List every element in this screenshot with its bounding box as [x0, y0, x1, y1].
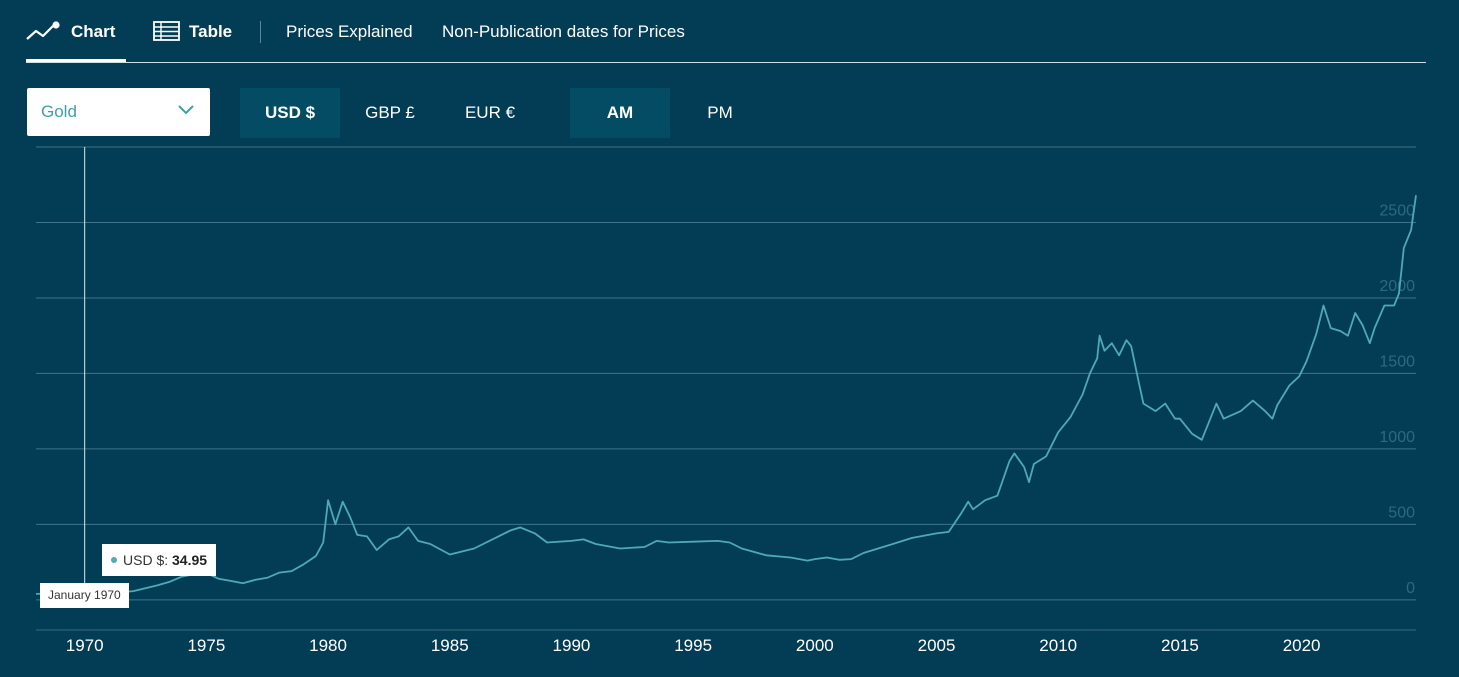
x-tick-label: 2005 — [918, 636, 956, 655]
tooltip-series-label: USD $: — [123, 552, 169, 568]
value-tooltip: USD $: 34.95 — [102, 544, 217, 576]
x-tick-label: 1980 — [309, 636, 347, 655]
chevron-down-icon — [178, 105, 194, 115]
x-tick-label: 1985 — [431, 636, 469, 655]
x-tick-label: 2015 — [1161, 636, 1199, 655]
x-tick-label: 1975 — [187, 636, 225, 655]
tab-chart[interactable]: Chart — [26, 21, 115, 43]
y-tick-label: 2000 — [1379, 278, 1415, 295]
y-tick-label: 1500 — [1379, 353, 1415, 370]
x-tick-label: 2020 — [1283, 636, 1321, 655]
currency-usd-button[interactable]: USD $ — [240, 88, 340, 138]
tab-chart-label: Chart — [71, 22, 116, 41]
tab-table[interactable]: Table — [153, 21, 232, 43]
x-axis: 1970 1975 1980 1985 1990 1995 2000 2005 2010 2015… — [66, 636, 1321, 655]
tooltip-date: January 1970 — [40, 583, 129, 608]
y-tick-label: 0 — [1406, 580, 1415, 597]
tab-table-label: Table — [189, 22, 233, 41]
top-navigation: Chart Table Prices Explained Non-Publica… — [26, 0, 1426, 63]
y-tick-label: 500 — [1388, 504, 1415, 521]
x-tick-label: 2000 — [796, 636, 834, 655]
price-series-line — [35, 195, 1417, 596]
nav-divider — [260, 21, 261, 43]
x-tick-label: 1970 — [66, 636, 104, 655]
currency-gbp-button[interactable]: GBP £ — [365, 103, 415, 122]
series-dot-icon — [111, 557, 117, 564]
non-publication-dates-link[interactable]: Non-Publication dates for Prices — [442, 22, 685, 41]
line-chart-icon — [26, 21, 60, 40]
y-axis: 0 500 1000 1500 2000 2500 — [1379, 202, 1415, 596]
x-tick-label: 2010 — [1039, 636, 1077, 655]
y-tick-label: 1000 — [1379, 429, 1415, 446]
x-tick-label: 1990 — [553, 636, 591, 655]
active-tab-indicator — [26, 59, 126, 62]
chart-grid — [36, 146, 1416, 631]
table-icon — [153, 21, 180, 41]
session-pm-button[interactable]: PM — [707, 103, 733, 122]
y-tick-label: 2500 — [1379, 202, 1415, 219]
metal-select-value: Gold — [41, 102, 77, 121]
tooltip-value: 34.95 — [172, 552, 208, 568]
session-am-button[interactable]: AM — [570, 88, 670, 138]
x-tick-label: 1995 — [674, 636, 712, 655]
prices-explained-link[interactable]: Prices Explained — [286, 22, 413, 41]
currency-eur-button[interactable]: EUR € — [464, 103, 516, 122]
metal-select[interactable]: Gold — [27, 88, 210, 136]
